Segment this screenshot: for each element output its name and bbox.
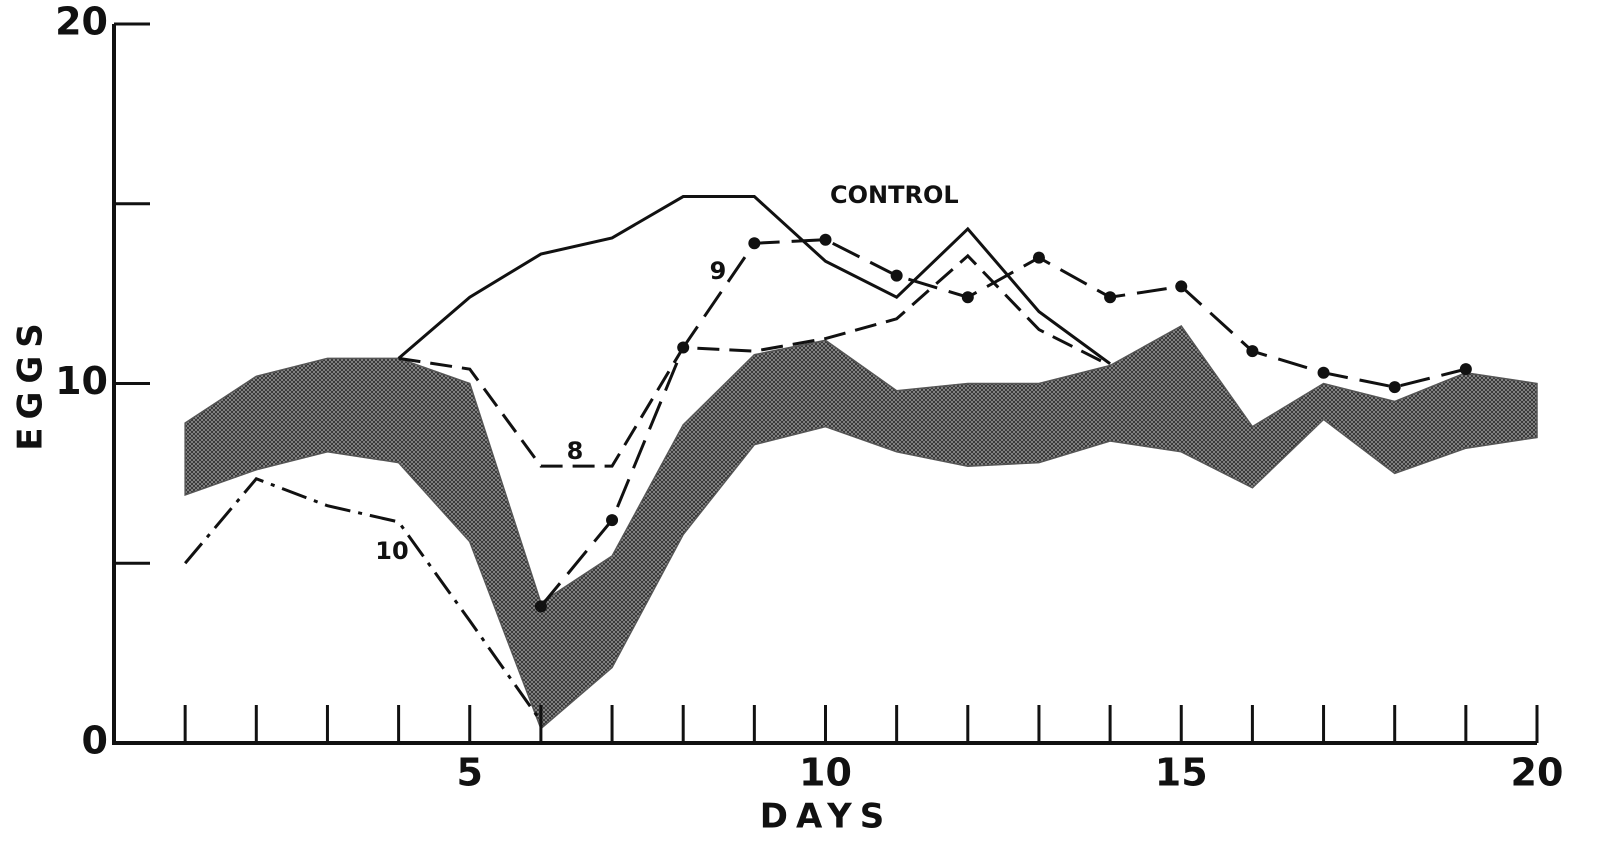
x-axis-label: DAYS: [760, 797, 892, 837]
series-marker: [1175, 280, 1188, 293]
series-marker: [1246, 345, 1259, 358]
series-label: 9: [710, 257, 727, 285]
series-marker: [819, 233, 832, 246]
series-label: 8: [567, 437, 584, 465]
x-tick-label: 5: [457, 751, 483, 795]
series-marker: [677, 341, 690, 354]
series-line: [539, 238, 1467, 608]
x-tick-label: 20: [1511, 751, 1564, 795]
series-line: [184, 476, 543, 723]
y-tick-label: 0: [82, 719, 108, 763]
range-band: [184, 324, 1538, 730]
series-marker: [1032, 251, 1045, 264]
series-marker: [961, 291, 974, 304]
series-label: 10: [375, 537, 408, 565]
series-line: [397, 195, 1111, 365]
series-marker: [534, 600, 547, 613]
x-tick-label: 10: [799, 751, 852, 795]
y-tick-label: 20: [55, 0, 108, 44]
series-marker: [748, 237, 761, 250]
series-label: CONTROL: [830, 181, 959, 209]
series-marker: [1388, 381, 1401, 394]
series-marker: [1459, 363, 1472, 376]
series-line: [398, 253, 1111, 468]
y-axis-label: EGGS: [11, 315, 51, 451]
series-marker: [1104, 291, 1117, 304]
series-marker: [1317, 366, 1330, 379]
x-tick-label: 15: [1155, 751, 1208, 795]
y-tick-label: 10: [55, 359, 108, 403]
series-marker: [606, 514, 619, 527]
series-marker: [890, 269, 903, 282]
